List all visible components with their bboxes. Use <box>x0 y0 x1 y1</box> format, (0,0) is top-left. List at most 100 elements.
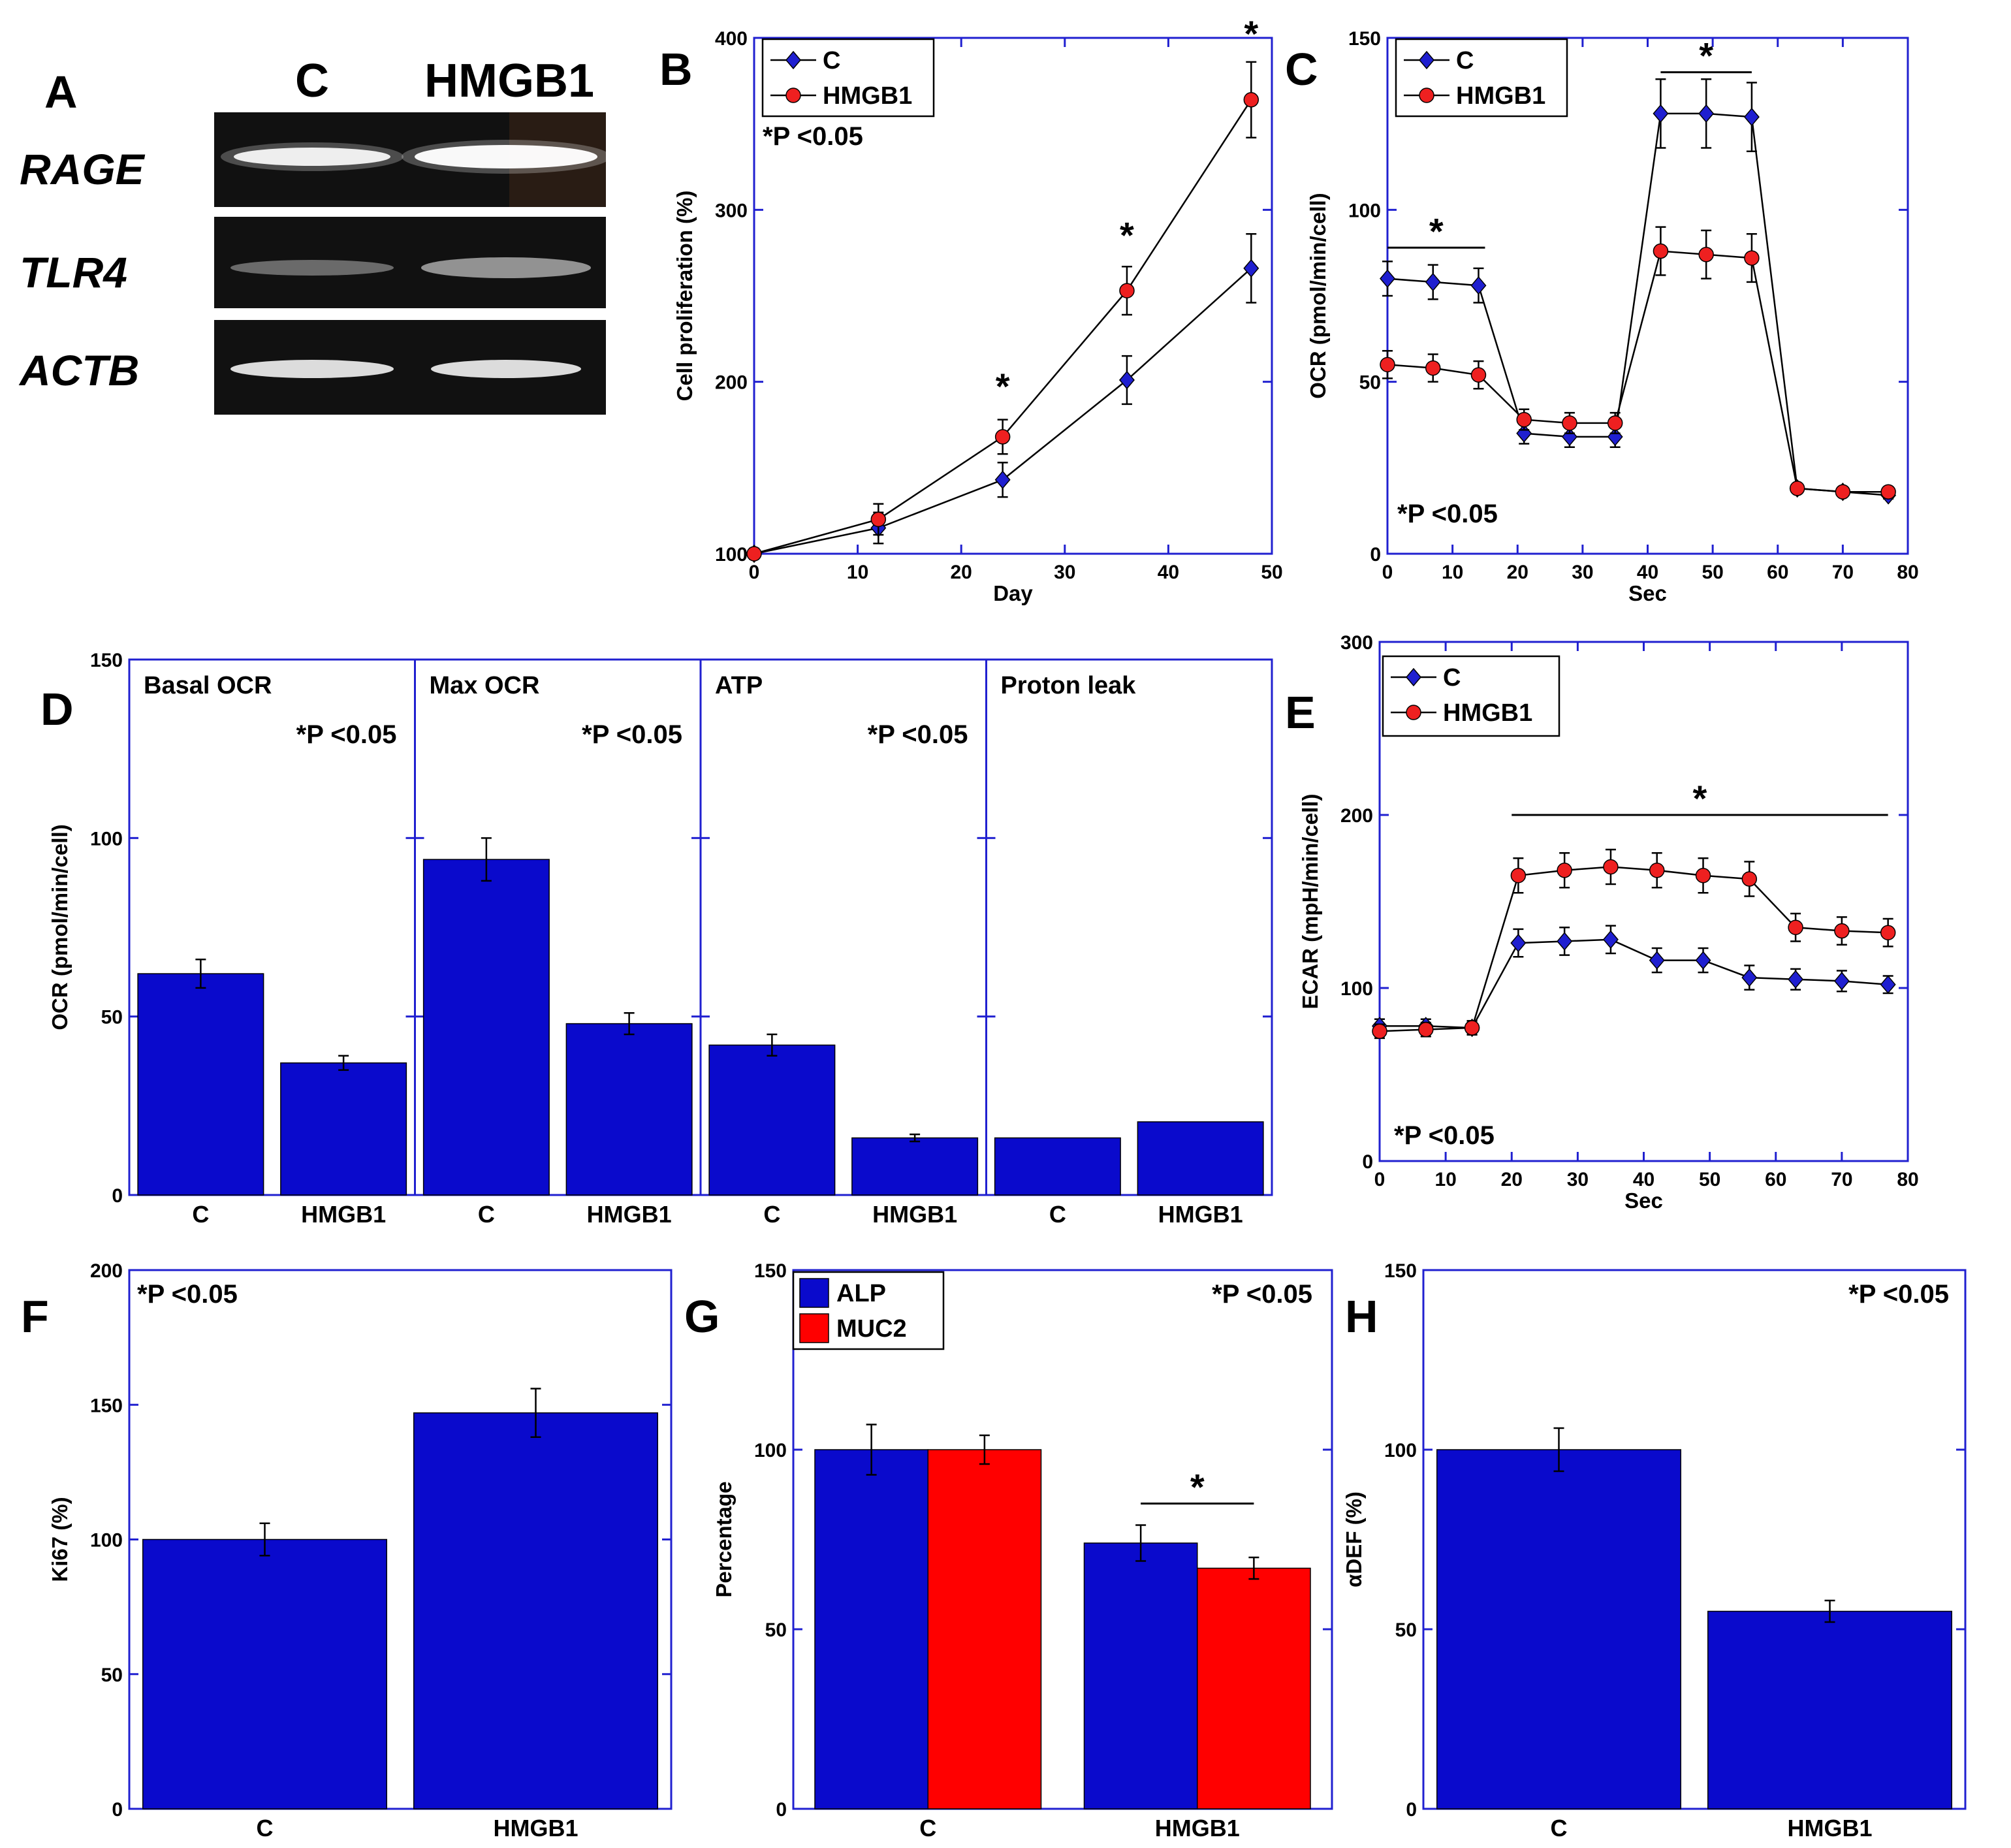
data-point-c <box>1880 975 1896 994</box>
x-tick-label-B: 50 <box>1261 562 1282 583</box>
gel-lane-hmgb1: HMGB1 <box>424 55 594 107</box>
x-category-label-d: C <box>763 1201 780 1228</box>
y-axis-label-d: OCR (pmol/min/cell) <box>48 824 72 1030</box>
x-tick-label-E: 20 <box>1501 1169 1523 1190</box>
panel-label-d: D <box>40 684 74 735</box>
p-value-note-d: *P <0.05 <box>296 720 397 749</box>
significance-star-B: * <box>1244 13 1258 54</box>
bar-hmgb1 <box>1137 1121 1264 1196</box>
data-point-c <box>1788 970 1804 989</box>
panel-label-a: A <box>44 67 78 118</box>
gel-lane-c: C <box>295 55 329 107</box>
band-rage-c-halo <box>221 142 404 171</box>
y-tick-label-F: 100 <box>90 1530 123 1552</box>
y-tick-label-d: 100 <box>90 828 123 850</box>
x-tick-label-C: 50 <box>1702 562 1723 583</box>
subplot-title-d: Basal OCR <box>144 672 272 699</box>
x-category-label-d: HMGB1 <box>1158 1201 1243 1228</box>
panel-a-gel: A C HMGB1 RAGE TLR4 ACTB <box>18 55 610 415</box>
band-actb-hmgb1 <box>431 360 581 378</box>
y-tick-label-H: 50 <box>1395 1619 1417 1641</box>
data-point-hmgb1 <box>1789 481 1805 496</box>
band-rage-c <box>234 148 390 166</box>
legend-swatch-muc2 <box>799 1313 829 1343</box>
legend-marker-c <box>1406 667 1421 687</box>
x-tick-label-C: 30 <box>1572 562 1593 583</box>
data-point-c <box>1653 104 1669 123</box>
y-tick-label-B: 300 <box>715 200 748 221</box>
y-axis-label-H: αDEF (%) <box>1342 1491 1366 1587</box>
bar-alp <box>814 1449 928 1809</box>
data-point-hmgb1 <box>746 546 762 562</box>
panel-h-chart: 0 50 100 150 αDEF (%) H *P <0.05 C HMGB1 <box>1342 1260 1967 1841</box>
y-tick-label-E: 100 <box>1340 978 1373 1000</box>
y-tick-label-E: 300 <box>1340 632 1373 654</box>
x-category-label-g: HMGB1 <box>1155 1815 1240 1841</box>
bar-c <box>1436 1449 1681 1809</box>
bar-c <box>142 1538 387 1809</box>
x-category-label-f: HMGB1 <box>493 1815 578 1841</box>
data-point-hmgb1 <box>1464 1020 1480 1036</box>
p-value-note-d: *P <0.05 <box>868 720 968 749</box>
data-point-hmgb1 <box>1880 925 1896 940</box>
data-point-hmgb1 <box>1607 415 1623 431</box>
p-value-note-b: *P <0.05 <box>763 122 863 151</box>
subplot-frame-d <box>985 658 1273 1196</box>
x-category-label-h: C <box>1551 1815 1568 1841</box>
y-axis-label-E: ECAR (mpH/min/cell) <box>1298 793 1322 1009</box>
bar-c <box>708 1044 836 1196</box>
y-tick-label-F: 150 <box>90 1395 123 1416</box>
bar-hmgb1 <box>413 1412 658 1809</box>
panel-label-c: C <box>1285 44 1318 95</box>
y-tick-label-G: 50 <box>765 1619 787 1641</box>
legend-label-hmgb1: HMGB1 <box>1456 82 1545 110</box>
y-tick-label-d: 0 <box>112 1185 123 1207</box>
x-category-label-d: C <box>1049 1201 1066 1228</box>
y-tick-label-B: 400 <box>715 28 748 50</box>
data-point-hmgb1 <box>1470 367 1487 383</box>
y-axis-label-C: OCR (pmol/min/cell) <box>1306 193 1330 398</box>
data-point-c <box>1118 370 1135 390</box>
panel-e-chart: 0 100 200 300 ECAR (mpH/min/cell) 0 10 20 30 40 50… <box>1285 632 1919 1213</box>
x-tick-label-C: 70 <box>1832 562 1854 583</box>
x-tick-label-B: 30 <box>1054 562 1075 583</box>
bar-muc2 <box>927 1449 1042 1809</box>
data-point-c <box>1649 951 1665 970</box>
y-tick-label-E: 0 <box>1362 1151 1373 1173</box>
legend-box-B <box>761 38 935 118</box>
y-tick-label-H: 0 <box>1406 1799 1417 1821</box>
series-line-c <box>1380 938 1888 1029</box>
legend-label-alp: ALP <box>836 1280 886 1307</box>
y-axis-label-G: Percentage <box>712 1482 736 1598</box>
significance-star-g: * <box>1190 1467 1205 1508</box>
legend-label-hmgb1: HMGB1 <box>823 82 912 110</box>
legend-marker-c <box>1419 50 1434 70</box>
data-point-hmgb1 <box>870 511 887 528</box>
data-point-hmgb1 <box>1516 411 1532 428</box>
data-point-c <box>1380 269 1395 288</box>
data-point-hmgb1 <box>1557 863 1572 878</box>
data-point-c <box>994 470 1011 489</box>
x-tick-label-B: 0 <box>749 562 760 583</box>
bar-hmgb1 <box>280 1062 407 1196</box>
x-axis-label-B: Day <box>993 581 1033 605</box>
x-axis-label-C: Sec <box>1628 581 1667 605</box>
subplot-title-d: Max OCR <box>430 672 540 699</box>
significance-star-C: * <box>1699 35 1713 76</box>
legend-marker-hmgb1 <box>1406 705 1421 720</box>
x-category-label-h: HMGB1 <box>1787 1815 1872 1841</box>
bar-c <box>137 973 264 1196</box>
band-tlr4-c <box>230 260 394 276</box>
y-axis-label-B: Cell proliferation (%) <box>673 191 697 402</box>
legend-label-muc2: MUC2 <box>836 1315 907 1343</box>
panel-b-chart: 100 200 300 400 Cell proliferation (%) 0 10 20 3… <box>659 13 1283 605</box>
y-tick-label-F: 200 <box>90 1260 123 1282</box>
plot-frame-G <box>792 1269 1333 1810</box>
panel-label-f: F <box>21 1291 49 1342</box>
series-line-c <box>1387 112 1889 496</box>
gel-gene-rage: RAGE <box>20 145 146 193</box>
data-point-hmgb1 <box>1649 863 1665 878</box>
y-tick-label-d: 150 <box>90 650 123 671</box>
p-value-note-h: *P <0.05 <box>1848 1280 1949 1309</box>
data-point-c <box>1698 104 1715 123</box>
